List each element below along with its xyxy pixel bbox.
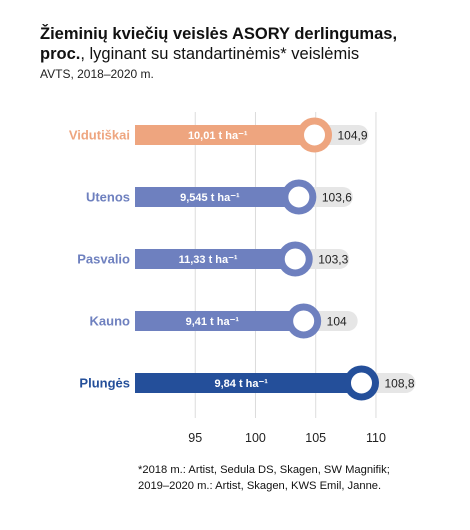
category-label: Vidutiškai: [69, 128, 130, 143]
bar-end-circle: [281, 179, 317, 215]
bar: [135, 187, 299, 207]
value-label: 108,8: [384, 377, 414, 391]
value-label: 104,9: [338, 129, 368, 143]
footnote: *2018 m.: Artist, Sedula DS, Skagen, SW …: [138, 462, 468, 494]
value-label: 103,6: [322, 191, 352, 205]
bar-end-circle: [277, 241, 313, 277]
category-label: Utenos: [86, 190, 130, 205]
title-line2-rest: , lyginant su standartinėmis* veislėmis: [80, 45, 360, 63]
yield-label: 9,41 t ha⁻¹: [186, 316, 240, 328]
footnote-line2: 2019–2020 m.: Artist, Skagen, KWS Emil, …: [138, 480, 382, 492]
yield-label: 9,84 t ha⁻¹: [214, 378, 268, 390]
bar: [135, 311, 304, 331]
chart-subtitle: AVTS, 2018–2020 m.: [40, 67, 154, 81]
value-label: 104: [327, 315, 347, 329]
title-line1: Žieminių kviečių veislės ASORY derlingum…: [40, 25, 398, 43]
bar: [135, 249, 296, 269]
bar-end-circle: [297, 117, 333, 153]
title-line2-bold: proc.: [40, 45, 81, 63]
x-tick-label: 110: [366, 431, 386, 445]
bar: [135, 125, 315, 145]
yield-label: 10,01 t ha⁻¹: [188, 130, 248, 142]
yield-chart: 95 100 105 110 Vidutiškai 10,01 t ha⁻¹ 104,9 Ut…: [69, 112, 416, 445]
value-label: 103,3: [318, 253, 348, 267]
yield-label: 9,545 t ha⁻¹: [180, 192, 240, 204]
bar-end-circle: [286, 303, 322, 339]
bar: [135, 373, 362, 393]
category-label: Pasvalio: [77, 252, 130, 267]
x-tick-label: 105: [305, 431, 326, 445]
category-label: Plungės: [79, 376, 130, 391]
yield-label: 11,33 t ha⁻¹: [179, 254, 238, 266]
category-label: Kauno: [90, 314, 131, 329]
footnote-line1: *2018 m.: Artist, Sedula DS, Skagen, SW …: [138, 464, 390, 476]
x-tick-label: 95: [188, 431, 202, 445]
chart-title: Žieminių kviečių veislės ASORY derlingum…: [40, 24, 460, 64]
x-tick-label: 100: [245, 431, 266, 445]
bar-end-circle: [343, 365, 379, 401]
